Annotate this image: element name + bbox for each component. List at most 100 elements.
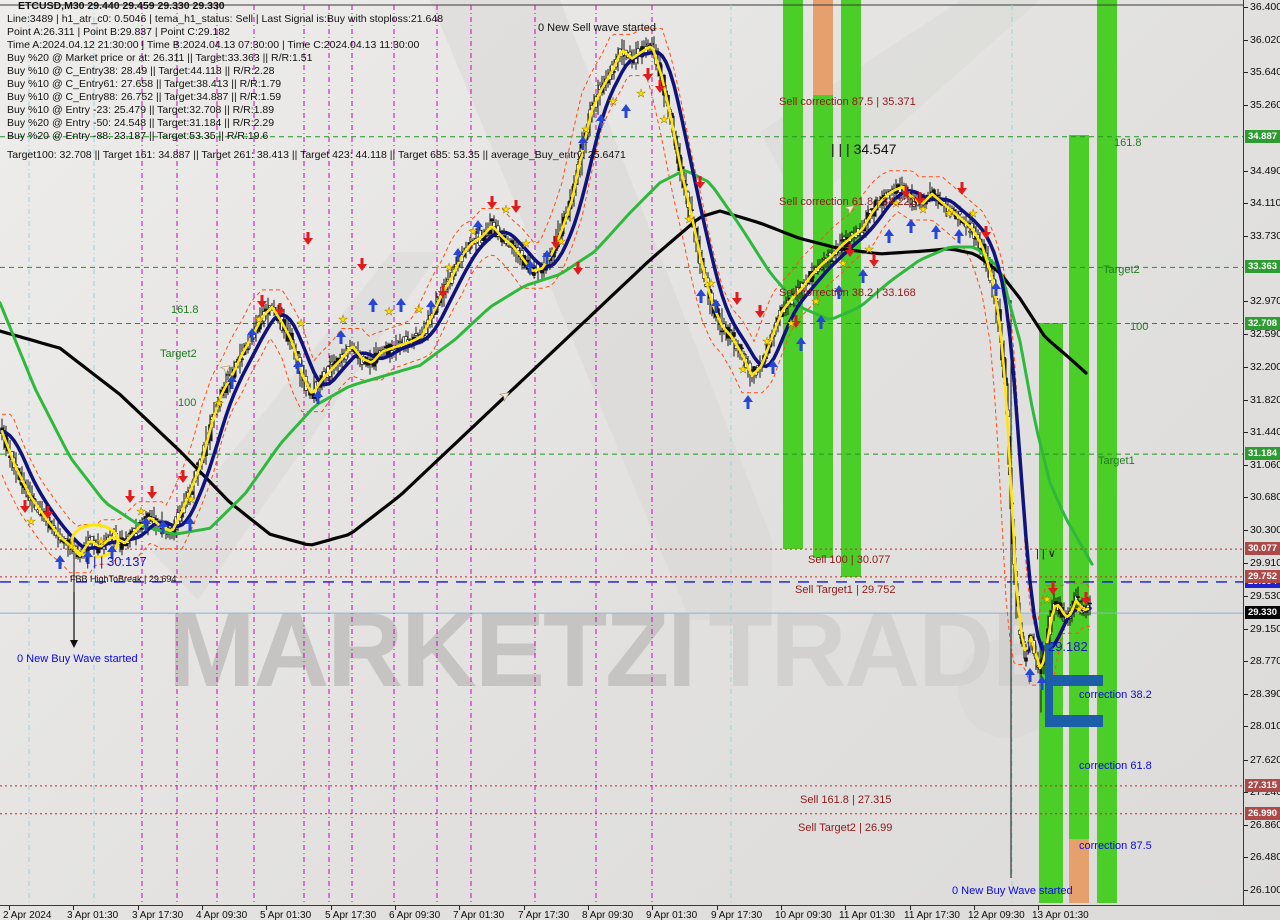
time-tick-mark (266, 906, 267, 910)
star-signal-icon: ★ (684, 214, 694, 226)
price-tick-mark (1244, 596, 1248, 597)
price-tick-mark (1244, 661, 1248, 662)
price-tick-label: 32.970 (1250, 295, 1280, 307)
sell-arrow-icon (755, 311, 765, 318)
time-tick-mark (73, 906, 74, 910)
time-tick-mark (202, 906, 203, 910)
signal-arrows-layer: ★★ ★★★★★ ★ ★★ ★★★★★ ★★★★★★★★★★★★★★ ★ ★ ★★★➤➤➤ (20, 68, 1091, 690)
price-level-tag: 34.887 (1245, 130, 1280, 143)
sell-arrow-icon (735, 292, 739, 299)
sell-arrow-icon (125, 496, 135, 503)
price-tick-mark (1244, 825, 1248, 826)
price-tick-mark (1244, 465, 1248, 466)
sell-arrow-icon (150, 486, 154, 493)
signal-bar (1069, 135, 1089, 839)
time-tick-mark (9, 906, 10, 910)
sell-arrow-icon (303, 238, 313, 245)
sell-arrow-icon (960, 182, 964, 189)
price-level-tag: 27.315 (1245, 779, 1280, 792)
buy-arrow-icon (934, 232, 938, 239)
sell-arrow-icon (128, 490, 132, 497)
buy-arrow-icon (525, 260, 535, 267)
buy-arrow-icon (624, 111, 628, 118)
sell-arrow-icon (278, 303, 282, 310)
price-level-tag: 32.708 (1245, 317, 1280, 330)
star-signal-icon: ★ (636, 88, 646, 100)
time-tick-mark (395, 906, 396, 910)
chart-annotation: correction 61.8 (1079, 760, 1152, 772)
buy-arrow-icon (545, 257, 549, 264)
buy-arrow-icon (796, 337, 806, 344)
star-signal-icon: ★ (501, 204, 511, 216)
buy-arrow-icon (339, 337, 343, 344)
buy-arrow-icon (250, 335, 254, 342)
chart-annotation: 0 New Sell wave started (538, 22, 656, 34)
time-axis[interactable]: 2 Apr 2024 3 Apr 01:30 3 Apr 17:30 4 Apr 09… (0, 905, 1280, 920)
price-tick-mark (1244, 432, 1248, 433)
time-tick-label: 10 Apr 09:30 (775, 910, 832, 920)
buy-arrow-icon (714, 306, 718, 313)
buy-arrow-icon (158, 520, 168, 527)
star-signal-icon: ★ (838, 258, 848, 270)
time-tick-mark (910, 906, 911, 910)
buy-arrow-icon (110, 552, 114, 559)
star-signal-icon: ★ (659, 114, 669, 126)
buy-arrow-icon (696, 289, 706, 296)
price-tick-label: 31.060 (1250, 459, 1280, 471)
price-tick-label: 29.150 (1250, 623, 1280, 635)
price-axis[interactable]: 36.400 36.020 35.640 35.260 34.490 34.110 33.7… (1243, 0, 1280, 905)
watermark-logo: MARKETZI TRADE (168, 598, 1062, 703)
price-tick-label: 31.440 (1250, 426, 1280, 438)
chart-annotation: 100 (1130, 321, 1149, 333)
candle-body (414, 333, 418, 336)
buy-arrow-icon (816, 315, 826, 322)
buy-arrow-icon (858, 269, 868, 276)
buy-arrow-icon (528, 267, 532, 274)
signal-bar (813, 95, 833, 558)
sell-arrow-icon (915, 198, 925, 205)
buy-arrow-icon (58, 562, 62, 569)
info-line-4: Buy %20 @ Market price or at: 26.311 || … (7, 52, 313, 64)
time-tick-label: 11 Apr 01:30 (839, 910, 895, 920)
price-tick-mark (1244, 890, 1248, 891)
candle-body (1088, 602, 1092, 605)
info-line-8: Buy %10 @ Entry -23: 25.479 || Target:32… (7, 104, 275, 116)
sell-arrow-icon (306, 232, 310, 239)
price-tick-label: 32.590 (1250, 328, 1280, 340)
price-tick-label: 34.490 (1250, 165, 1280, 177)
price-level-tag: 31.184 (1245, 447, 1280, 460)
candle-body (840, 239, 844, 242)
buy-arrow-icon (954, 229, 964, 236)
buy-arrow-icon (227, 375, 237, 382)
sell-arrow-icon (1081, 598, 1091, 605)
chart-annotation: FBB HighToBreak | 29.694 (70, 574, 177, 584)
chart-plot-area[interactable]: MARKETZI TRADE ★ ★ ★ ★ ★ ★ ★ ★ ★ ★ ★ ★ ★ ★ ★ ★ ★ ★ ★ ★ ★ ★ ★ ★ ★ ★… (0, 0, 1243, 905)
sell-arrow-icon (658, 80, 662, 87)
sell-arrow-icon (758, 305, 762, 312)
star-signal-icon: ★ (414, 304, 424, 316)
star-signal-icon: ★ (762, 336, 772, 348)
candle-body (732, 332, 736, 337)
buy-arrow-icon (161, 527, 165, 534)
star-signal-icon: ★ (96, 536, 106, 548)
time-tick-label: 7 Apr 17:30 (518, 910, 570, 920)
sell-arrow-icon (695, 182, 705, 189)
buy-arrow-icon (313, 390, 323, 397)
chart-annotation: correction 38.2 (1079, 689, 1152, 701)
sell-arrow-icon (360, 258, 364, 265)
time-tick-label: 5 Apr 01:30 (260, 910, 312, 920)
sell-arrow-icon (655, 86, 665, 93)
price-tick-label: 29.530 (1250, 590, 1280, 602)
buy-arrow-icon (991, 282, 1001, 289)
time-tick-mark (331, 906, 332, 910)
time-tick-mark (781, 906, 782, 910)
buy-arrow-icon (188, 524, 192, 531)
price-tick-label: 35.260 (1250, 99, 1280, 111)
time-tick-label: 13 Apr 01:30 (1032, 910, 1089, 920)
sell-arrow-icon (918, 192, 922, 199)
price-tick-mark (1244, 171, 1248, 172)
star-signal-icon: ★ (556, 236, 566, 248)
buy-arrow-icon (578, 136, 588, 143)
price-tick-label: 32.200 (1250, 361, 1280, 373)
